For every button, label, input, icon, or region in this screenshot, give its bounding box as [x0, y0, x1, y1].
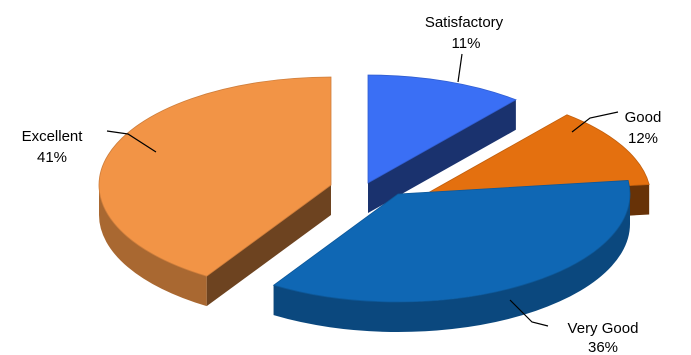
pie-slice-very-good [272, 180, 631, 332]
category-label-good: Good [625, 109, 662, 126]
value-label-excellent: 41% [37, 149, 67, 166]
category-label-very-good: Very Good [568, 320, 639, 337]
value-label-satisfactory: 11% [452, 35, 481, 52]
pie-slice-top-excellent [98, 76, 332, 277]
pie-slice-satisfactory [367, 74, 517, 213]
value-label-very-good: 36% [588, 339, 618, 355]
value-label-good: 12% [628, 130, 658, 147]
pie-slice-side-excellent-0 [99, 185, 207, 307]
pie-slice-top-very-good [272, 180, 631, 303]
pie-slice-top-satisfactory [367, 74, 517, 184]
pie-slice-side-very-good-0 [273, 194, 630, 332]
pie-slice-wall-satisfactory-1 [368, 99, 516, 213]
leader-line-excellent [106, 130, 157, 153]
pie-slices [98, 74, 650, 332]
leader-line-good [571, 111, 619, 133]
category-label-excellent: Excellent [22, 128, 84, 145]
pie-slice-wall-excellent-0 [206, 185, 331, 307]
category-label-satisfactory: Satisfactory [425, 14, 504, 31]
pie-slice-excellent [98, 76, 332, 307]
pie-slice-top-good [418, 114, 650, 199]
leader-line-very-good [509, 299, 549, 327]
leader-line-satisfactory [457, 53, 463, 83]
